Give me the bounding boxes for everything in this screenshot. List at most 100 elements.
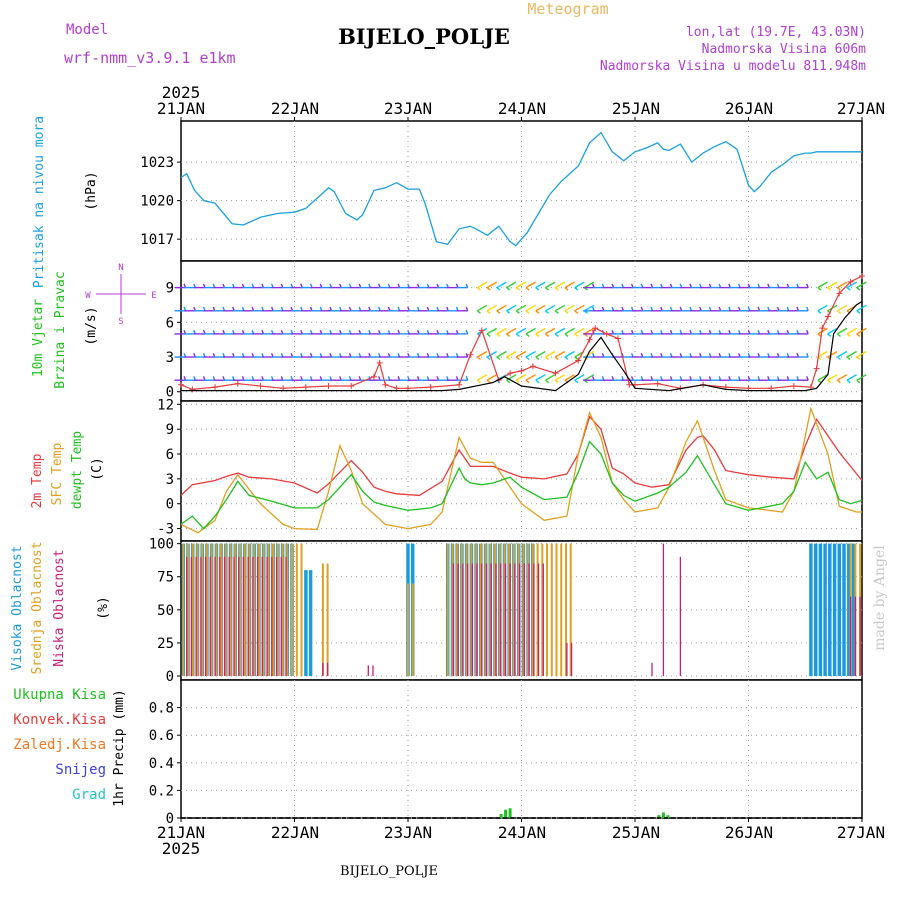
temp-line-3 xyxy=(180,440,863,530)
gust-marker xyxy=(234,380,241,387)
y-tick-label: 9 xyxy=(166,281,174,297)
y-tick-label: 1020 xyxy=(140,194,174,210)
wind-barb xyxy=(496,304,507,312)
wind-barb xyxy=(837,327,848,335)
wind-barb-head xyxy=(496,310,501,314)
compass-w: W xyxy=(85,291,91,301)
wind-barb xyxy=(584,304,595,312)
wind-barb-head xyxy=(515,356,520,361)
wind-barb xyxy=(554,327,566,335)
wind-barb xyxy=(506,281,517,289)
wind-barb-head xyxy=(574,379,579,384)
wind-barb xyxy=(525,374,536,381)
gust-marker xyxy=(847,278,854,285)
cloud-label-low: Niska Oblacnost xyxy=(52,549,67,666)
wind-barb-head xyxy=(574,333,579,337)
wind-barb xyxy=(817,304,828,312)
gust-marker xyxy=(382,381,389,388)
temp-line-1 xyxy=(180,415,863,497)
y-tick-label: -3 xyxy=(157,522,174,538)
wind-barb xyxy=(486,327,498,335)
wind-barb xyxy=(827,327,838,335)
precip-bar xyxy=(657,815,661,818)
gust-marker xyxy=(257,382,264,389)
y-tick-label: 75 xyxy=(157,570,174,586)
y-tick-label: 0 xyxy=(166,385,174,401)
wind-barb-head xyxy=(545,310,550,314)
y-tick-label: 6 xyxy=(166,315,174,331)
wind-barb-head xyxy=(535,379,540,384)
wind-barb-head xyxy=(574,356,579,361)
wind-barb xyxy=(486,281,498,289)
gust-line xyxy=(180,275,863,391)
gust-marker xyxy=(212,384,219,391)
wind-barb-head xyxy=(846,333,851,337)
wind-barb-head xyxy=(535,287,540,291)
wind-barb-head xyxy=(836,356,841,361)
year-label-top: 2025 xyxy=(162,83,201,102)
time-tick-bottom: 25JAN xyxy=(612,823,660,842)
temp-label-dewpt: dewpt Temp xyxy=(70,431,85,509)
wind-barb xyxy=(554,281,566,289)
gust-marker xyxy=(603,330,610,337)
wind-barb xyxy=(584,350,595,358)
year-label-bottom: 2025 xyxy=(162,839,201,858)
wind-speed-line xyxy=(181,300,863,392)
wind-barb-head xyxy=(836,287,841,291)
gust-marker xyxy=(456,381,463,388)
wind-barb-head xyxy=(806,329,809,335)
wind-barb xyxy=(506,350,517,358)
wind-barb xyxy=(506,304,517,312)
y-tick-label: 0.6 xyxy=(149,728,174,744)
wind-barb xyxy=(525,350,536,358)
wind-barb-head xyxy=(486,310,491,314)
gust-marker xyxy=(348,382,355,389)
gust-marker xyxy=(654,380,661,387)
wind-barb xyxy=(515,374,527,381)
wind-barb-head xyxy=(856,287,861,291)
wind-barb xyxy=(525,281,536,289)
wind-barb-head xyxy=(554,310,559,314)
gust-marker xyxy=(614,335,621,342)
gust-marker xyxy=(507,370,514,377)
precip-label-hail: Grad xyxy=(72,787,106,803)
gust-marker xyxy=(836,290,843,297)
precip-bar xyxy=(666,815,670,818)
wind-barb xyxy=(545,350,556,358)
cloud-label-high: Visoka Oblacnost xyxy=(10,545,25,670)
pressure-line xyxy=(180,131,862,247)
wind-barb xyxy=(817,281,828,289)
wind-barb xyxy=(564,374,575,381)
wind-barb xyxy=(574,281,585,289)
precip-unit: 1hr Precip (mm) xyxy=(112,689,127,806)
wind-barb-head xyxy=(486,287,491,291)
wind-barb xyxy=(535,350,546,358)
wind-barb xyxy=(486,350,498,358)
y-tick-label: 3 xyxy=(166,472,174,488)
page-title: BIJELO_POLJE xyxy=(338,24,510,49)
time-tick-top: 26JAN xyxy=(725,99,773,118)
wind-barb-head xyxy=(856,379,861,384)
compass-s: S xyxy=(118,317,123,327)
y-tick-label: 6 xyxy=(166,447,174,463)
wind-barb-head xyxy=(806,283,809,288)
time-tick-bottom: 21JAN xyxy=(157,823,205,842)
wind-barb-head xyxy=(817,379,822,384)
gust-marker xyxy=(859,273,865,280)
wind-barb-head xyxy=(827,379,832,384)
time-tick-bottom: 26JAN xyxy=(725,823,773,842)
wind-barb xyxy=(496,350,507,358)
wind-barb-head xyxy=(554,333,559,337)
wind-barb xyxy=(545,281,556,289)
wind-barb xyxy=(837,374,848,381)
wind-barb xyxy=(515,327,527,335)
wind-barb-head xyxy=(535,333,540,337)
wind-barb xyxy=(554,374,566,381)
wind-barb xyxy=(506,327,517,335)
wind-barb-head xyxy=(476,287,481,291)
wind-barb-head xyxy=(836,379,841,384)
wind-barb-head xyxy=(554,379,559,384)
wind-barb xyxy=(827,374,838,381)
precip-label-frz: Zaledj.Kisa xyxy=(13,737,106,753)
wind-barb-head xyxy=(486,333,491,337)
